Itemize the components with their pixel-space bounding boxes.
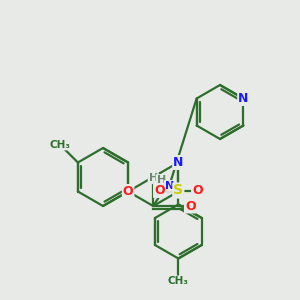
Text: O: O xyxy=(123,185,134,198)
Text: CH₃: CH₃ xyxy=(50,140,70,149)
Text: CH₃: CH₃ xyxy=(168,277,189,286)
Text: O: O xyxy=(154,184,165,197)
Text: H: H xyxy=(157,175,166,185)
Text: S: S xyxy=(173,184,183,197)
Text: N: N xyxy=(173,156,184,169)
Text: O: O xyxy=(192,184,203,197)
Text: N: N xyxy=(165,181,174,191)
Text: N: N xyxy=(238,92,249,105)
Text: H: H xyxy=(148,173,158,183)
Text: O: O xyxy=(185,200,196,212)
